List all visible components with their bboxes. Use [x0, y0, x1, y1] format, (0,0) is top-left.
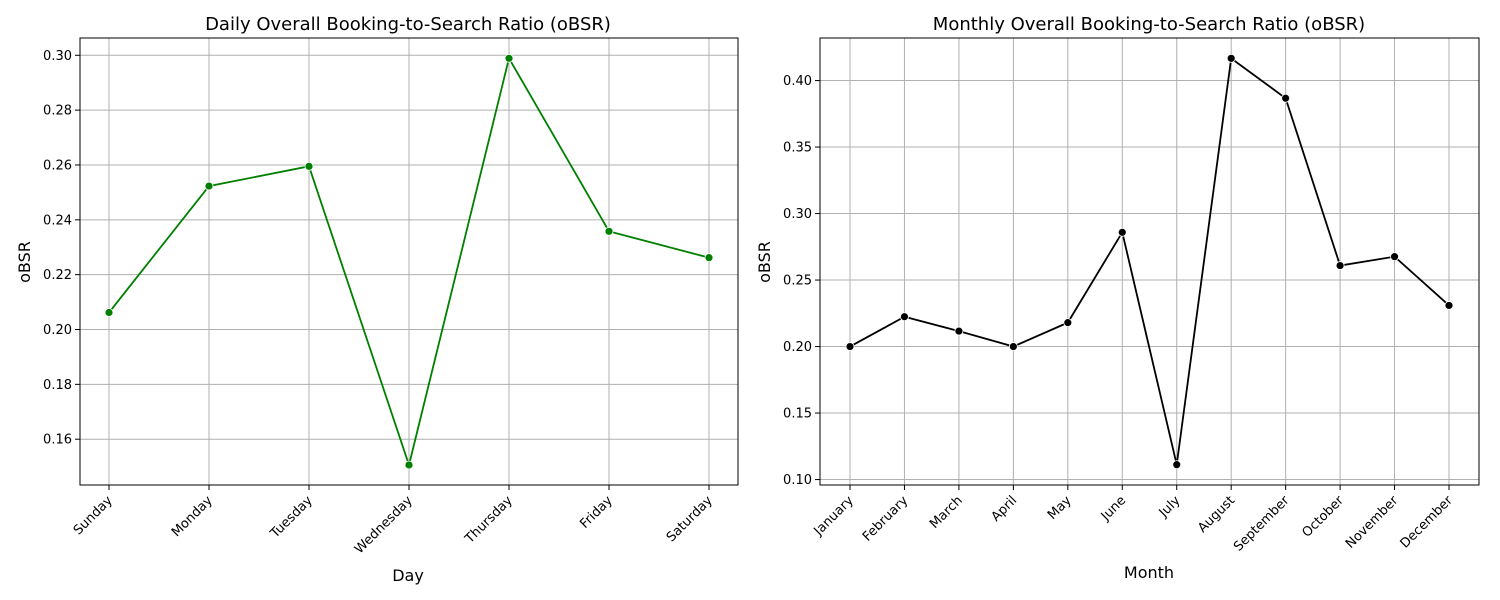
monthly-data-point [1444, 301, 1454, 310]
monthly-data-point [1390, 252, 1399, 262]
monthly-x-tick-label: September [1231, 493, 1293, 555]
daily-chart-x-axis-label: Day [392, 566, 424, 585]
monthly-x-tick-label: July [1156, 493, 1184, 521]
daily-x-tick-label: Saturday [664, 493, 716, 545]
monthly-y-tick-label: 0.25 [783, 274, 812, 289]
monthly-chart-y-axis-label: oBSR [755, 241, 774, 283]
daily-y-tick-label: 0.24 [43, 213, 72, 228]
monthly-grid [820, 38, 1479, 485]
monthly-x-tick-label: June [1098, 493, 1129, 524]
daily-data-point [604, 226, 614, 236]
monthly-x-tick-label: April [989, 493, 1021, 525]
monthly-y-tick-label: 0.10 [783, 473, 812, 488]
daily-data-point [204, 181, 214, 191]
daily-data-point [504, 53, 514, 63]
monthly-data-point [900, 312, 909, 322]
monthly-y-tick-label: 0.15 [783, 407, 812, 422]
daily-x-tick-label: Sunday [71, 493, 116, 538]
monthly-data-point [1008, 342, 1018, 351]
monthly-data-point [954, 326, 964, 336]
daily-data-point [704, 253, 714, 263]
daily-obsr-chart: Daily Overall Booking-to-Search Ratio (o… [15, 14, 739, 585]
daily-y-tick-label: 0.30 [43, 49, 72, 64]
monthly-y-tick-label: 0.35 [783, 141, 812, 156]
daily-plot-frame [79, 37, 739, 486]
monthly-x-tick-label: August [1195, 493, 1238, 536]
monthly-x-tick-label: March [927, 493, 966, 532]
daily-data-point [304, 161, 314, 171]
daily-y-tick-label: 0.18 [43, 378, 72, 393]
monthly-data-point [1117, 227, 1127, 237]
daily-x-tick-label: Tuesday [267, 493, 316, 542]
monthly-y-tick-label: 0.20 [783, 340, 812, 355]
monthly-chart-title: Monthly Overall Booking-to-Search Ratio … [933, 14, 1365, 35]
daily-y-tick-label: 0.16 [43, 433, 72, 448]
daily-y-tick-label: 0.20 [43, 323, 72, 338]
monthly-x-tick-label: January [811, 493, 857, 539]
monthly-data-point [1335, 261, 1345, 270]
monthly-data-point [1281, 93, 1291, 103]
daily-chart-y-axis-label: oBSR [15, 241, 34, 283]
monthly-x-tick-label: February [860, 493, 912, 545]
monthly-plot-frame [819, 37, 1480, 486]
monthly-y-tick-label: 0.30 [783, 207, 812, 222]
daily-chart-title: Daily Overall Booking-to-Search Ratio (o… [205, 14, 611, 35]
daily-grid [80, 38, 738, 485]
monthly-x-tick-label: May [1045, 493, 1075, 523]
monthly-chart-x-axis-label: Month [1124, 563, 1174, 582]
daily-data-point [404, 460, 414, 470]
daily-y-tick-label: 0.22 [43, 268, 72, 283]
monthly-x-tick-label: October [1300, 493, 1348, 541]
monthly-obsr-chart: Monthly Overall Booking-to-Search Ratio … [755, 14, 1480, 582]
daily-x-tick-label: Thursday [462, 493, 516, 547]
daily-x-tick-label: Friday [577, 493, 616, 532]
monthly-series-line [849, 56, 1450, 465]
daily-y-tick-label: 0.26 [43, 158, 72, 173]
daily-x-tick-label: Wednesday [352, 493, 416, 557]
monthly-data-point [1063, 318, 1073, 328]
daily-x-tick-label: Monday [169, 493, 216, 540]
monthly-y-tick-label: 0.40 [783, 74, 812, 89]
monthly-data-point [845, 342, 855, 351]
daily-data-point [104, 308, 114, 317]
monthly-data-point [1172, 460, 1182, 470]
monthly-x-tick-label: December [1398, 493, 1457, 552]
monthly-data-point [1226, 53, 1236, 63]
daily-y-tick-label: 0.28 [43, 104, 72, 119]
monthly-x-tick-label: November [1343, 493, 1402, 552]
